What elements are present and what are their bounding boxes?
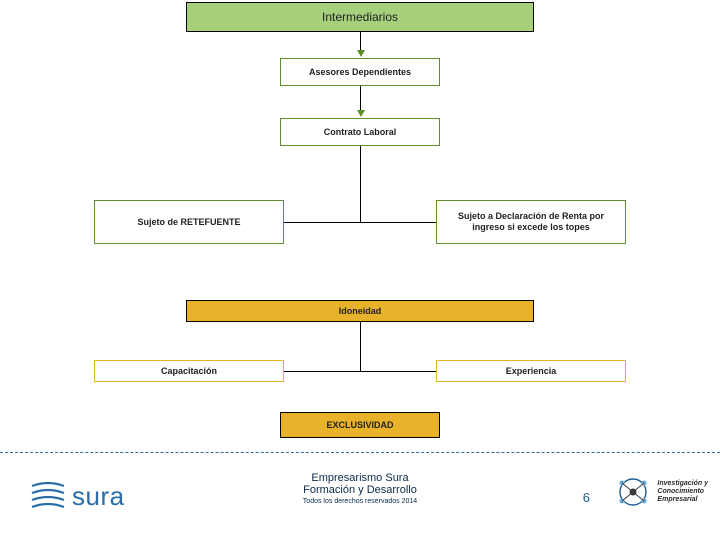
flow-box-contrato: Contrato Laboral (280, 118, 440, 146)
flow-box-declaracion: Sujeto a Declaración de Renta por ingres… (436, 200, 626, 244)
footer-rights: Todos los derechos reservados 2014 (0, 498, 720, 505)
label: Asesores Dependientes (309, 67, 411, 78)
logo-right-text: Investigación y Conocimiento Empresarial (657, 480, 708, 504)
label: Sujeto de RETEFUENTE (137, 217, 240, 228)
logo-right-line3: Empresarial (657, 496, 708, 504)
label: Contrato Laboral (324, 127, 397, 138)
connector (284, 222, 436, 223)
footer-line2: Formación y Desarrollo (0, 484, 720, 496)
label: Intermediarios (322, 10, 398, 24)
connector (284, 371, 436, 372)
footer-center: Empresarismo Sura Formación y Desarrollo… (0, 472, 720, 505)
connector (360, 322, 361, 371)
flow-box-experiencia: Experiencia (436, 360, 626, 382)
label: EXCLUSIVIDAD (326, 420, 393, 431)
label: Idoneidad (339, 306, 382, 317)
connector (360, 146, 361, 222)
dashed-separator (0, 452, 720, 453)
label: Sujeto a Declaración de Renta por ingres… (441, 211, 621, 233)
logo-right: Investigación y Conocimiento Empresarial (613, 472, 708, 512)
flow-box-exclusividad: EXCLUSIVIDAD (280, 412, 440, 438)
footer-line1: Empresarismo Sura (0, 472, 720, 484)
arrow-down-icon (357, 50, 365, 57)
flow-box-idoneidad: Idoneidad (186, 300, 534, 322)
page-number: 6 (583, 490, 590, 505)
footer: sura Empresarismo Sura Formación y Desar… (0, 462, 720, 540)
arrow-down-icon (357, 110, 365, 117)
flow-box-capacitacion: Capacitación (94, 360, 284, 382)
network-globe-icon (613, 472, 653, 512)
flow-box-asesores: Asesores Dependientes (280, 58, 440, 86)
label: Capacitación (161, 366, 217, 377)
logo-right-line1: Investigación y (657, 480, 708, 488)
logo-right-line2: Conocimiento (657, 488, 708, 496)
flow-box-retefuente: Sujeto de RETEFUENTE (94, 200, 284, 244)
label: Experiencia (506, 366, 557, 377)
flow-box-intermediarios: Intermediarios (186, 2, 534, 32)
